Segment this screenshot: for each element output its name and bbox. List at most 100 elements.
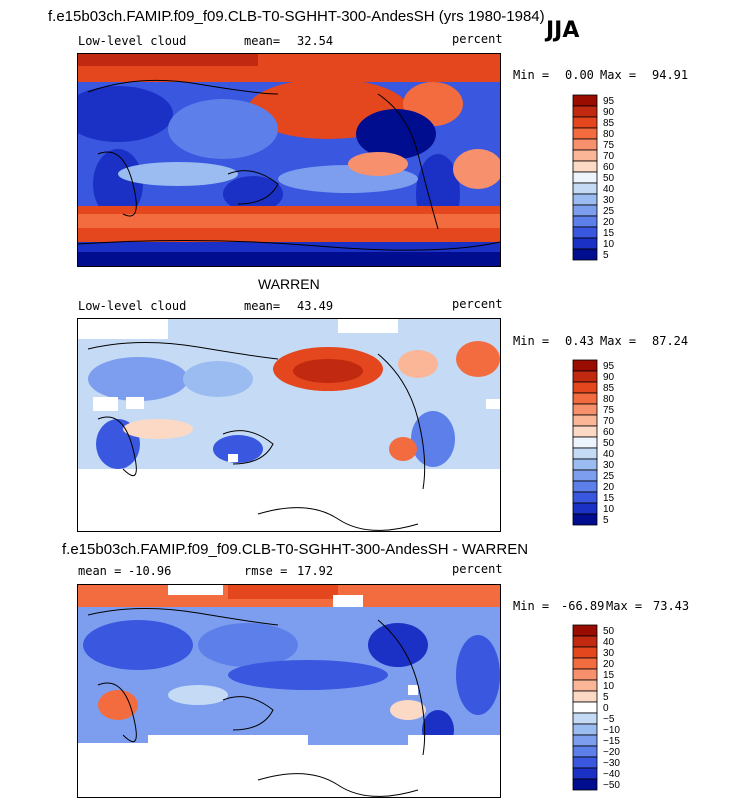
colorbar-label: 75: [603, 405, 615, 416]
colorbar-label: 70: [603, 151, 615, 162]
panel2-mean-label: mean=: [244, 299, 281, 313]
colorbar-swatch: [572, 436, 598, 449]
colorbar-label: 30: [603, 460, 615, 471]
colorbar-swatch: [572, 237, 598, 250]
colorbar-label: 15: [603, 493, 615, 504]
colorbar-label: 85: [603, 383, 615, 394]
colorbar-label: 70: [603, 416, 615, 427]
colorbar-label: 60: [603, 162, 615, 173]
colorbar-label: −40: [603, 769, 620, 780]
colorbar-label: 30: [603, 195, 615, 206]
colorbar-swatch: [572, 425, 598, 438]
panel1-map: [77, 53, 501, 267]
colorbar-swatch: [572, 646, 598, 659]
colorbar-swatch: [572, 712, 598, 725]
panel1-max-label: Max =: [600, 68, 637, 82]
colorbar-label: −15: [603, 736, 620, 747]
colorbar-swatch: [572, 127, 598, 140]
colorbar-label: 95: [603, 96, 615, 107]
panel2-map: [77, 318, 501, 532]
colorbar-swatch: [572, 447, 598, 460]
panel3-map: [77, 584, 501, 798]
colorbar-swatch: [572, 635, 598, 648]
panel3-mean-value: -10.96: [128, 564, 172, 578]
colorbar-label: −50: [603, 780, 620, 791]
colorbar-label: −5: [603, 714, 615, 725]
panel2-max-label: Max =: [600, 334, 637, 348]
colorbar-swatch: [572, 756, 598, 769]
colorbar-swatch: [572, 513, 598, 526]
panel3-units: percent: [452, 562, 503, 576]
colorbar-swatch: [572, 193, 598, 206]
colorbar-label: 75: [603, 140, 615, 151]
colorbar-label: 5: [603, 515, 609, 526]
colorbar-label: 20: [603, 217, 615, 228]
panel3-colorbar: 50 40 30 20 15 10 5 0 −5 −10 −15 −20 −30 −40 −50: [572, 624, 633, 791]
colorbar-label: 25: [603, 471, 615, 482]
panel2-mean-value: 43.49: [297, 299, 334, 313]
colorbar-swatch: [572, 149, 598, 162]
colorbar-label: 30: [603, 648, 615, 659]
panel2-colorbar: 95 90 85 80 75 70 60 50 40 30 25 20 15 10 5: [572, 359, 633, 526]
colorbar-label: −20: [603, 747, 620, 758]
panel1-mean-label: mean=: [244, 34, 281, 48]
colorbar-swatch: [572, 215, 598, 228]
colorbar-label: 10: [603, 239, 615, 250]
colorbar-swatch: [572, 116, 598, 129]
colorbar-swatch: [572, 679, 598, 692]
colorbar-swatch: [572, 105, 598, 118]
colorbar-label: 15: [603, 228, 615, 239]
colorbar-label: −30: [603, 758, 620, 769]
colorbar-label: 90: [603, 372, 615, 383]
colorbar-swatch: [572, 226, 598, 239]
colorbar-swatch: [572, 248, 598, 261]
colorbar-label: 40: [603, 637, 615, 648]
colorbar-swatch: [572, 657, 598, 670]
colorbar-swatch: [572, 469, 598, 482]
panel1-min-value: 0.00: [565, 68, 594, 82]
panel3-title: f.e15b03ch.FAMIP.f09_f09.CLB-T0-SGHHT-30…: [62, 541, 529, 558]
colorbar-label: 5: [603, 250, 609, 261]
colorbar-swatch: [572, 204, 598, 217]
page-title: f.e15b03ch.FAMIP.f09_f09.CLB-T0-SGHHT-30…: [48, 8, 545, 25]
colorbar-swatch: [572, 723, 598, 736]
colorbar-label: 95: [603, 361, 615, 372]
colorbar-label: 0: [603, 703, 609, 714]
colorbar-label: 40: [603, 449, 615, 460]
colorbar-swatch: [572, 403, 598, 416]
colorbar-label: 20: [603, 482, 615, 493]
colorbar-swatch: [572, 359, 598, 372]
panel3-max-value: 73.43: [653, 599, 690, 613]
colorbar-label: 10: [603, 681, 615, 692]
season-label: JJA: [546, 18, 580, 43]
colorbar-label: 10: [603, 504, 615, 515]
panel3-min-value: -66.89: [561, 599, 605, 613]
colorbar-label: 15: [603, 670, 615, 681]
colorbar-label: 90: [603, 107, 615, 118]
colorbar-swatch: [572, 502, 598, 515]
colorbar-label: −10: [603, 725, 620, 736]
colorbar-label: 80: [603, 394, 615, 405]
colorbar-swatch: [572, 370, 598, 383]
panel3-min-label: Min =: [513, 599, 550, 613]
colorbar-swatch: [572, 138, 598, 151]
colorbar-label: 5: [603, 692, 609, 703]
colorbar-swatch: [572, 668, 598, 681]
panel3-mean-label: mean =: [78, 564, 122, 578]
panel2-min-value: 0.43: [565, 334, 594, 348]
colorbar-swatch: [572, 624, 598, 637]
colorbar-swatch: [572, 480, 598, 493]
panel2-title: WARREN: [258, 276, 320, 292]
panel1-variable: Low-level cloud: [78, 34, 187, 48]
colorbar-label: 50: [603, 438, 615, 449]
colorbar-swatch: [572, 778, 598, 791]
panel2-max-value: 87.24: [652, 334, 689, 348]
colorbar-swatch: [572, 491, 598, 504]
colorbar-swatch: [572, 734, 598, 747]
colorbar-swatch: [572, 392, 598, 405]
colorbar-swatch: [572, 94, 598, 107]
colorbar-swatch: [572, 701, 598, 714]
colorbar-swatch: [572, 690, 598, 703]
colorbar-swatch: [572, 160, 598, 173]
panel1-min-label: Min =: [513, 68, 550, 82]
